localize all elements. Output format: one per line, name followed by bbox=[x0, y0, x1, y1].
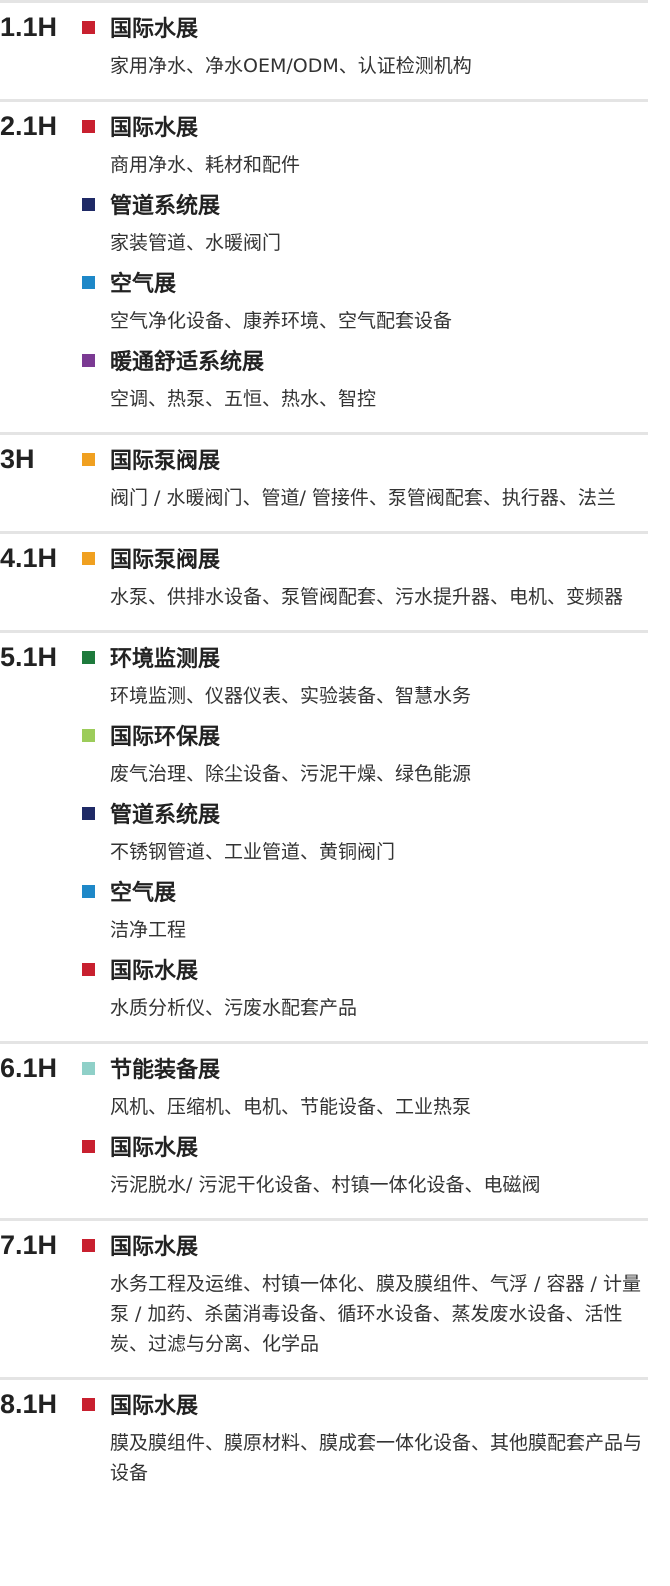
hall-label: 1.1H bbox=[0, 12, 58, 42]
exhibition-items: 废气治理、除尘设备、污泥干燥、绿色能源 bbox=[110, 763, 472, 785]
exhibition-row: 国际水展 bbox=[82, 7, 642, 47]
exhibition-row: 空气展 bbox=[82, 262, 642, 302]
hall-label: 6.1H bbox=[0, 1053, 58, 1083]
exhibition-name: 空气展 bbox=[110, 272, 177, 297]
color-square bbox=[82, 353, 95, 367]
hall-block: 7.1H 国际水展水务工程及运维、村镇一体化、膜及膜组件、气浮 / 容器 / 计量… bbox=[0, 1218, 648, 1377]
exhibition-list: 国际水展水务工程及运维、村镇一体化、膜及膜组件、气浮 / 容器 / 计量泵 / … bbox=[82, 1225, 642, 1363]
color-square bbox=[82, 1397, 95, 1411]
exhibition-row: 管道系统展 bbox=[82, 793, 642, 833]
exhibition-row: 国际泵阀展 bbox=[82, 538, 642, 578]
exhibition-row: 环境监测展 bbox=[82, 637, 642, 677]
color-square bbox=[82, 1061, 95, 1075]
color-square bbox=[82, 119, 95, 133]
exhibition-name: 暖通舒适系统展 bbox=[110, 350, 265, 375]
exhibition-row: 国际泵阀展 bbox=[82, 439, 642, 479]
exhibition-row: 国际水展 bbox=[82, 1384, 642, 1424]
exhibition-name: 国际泵阀展 bbox=[110, 548, 221, 573]
hall-label: 3H bbox=[0, 444, 35, 474]
exhibition-items: 商用净水、耗材和配件 bbox=[110, 154, 301, 176]
color-square bbox=[82, 20, 95, 34]
exhibition-row: 国际水展 bbox=[82, 949, 642, 989]
exhibition-name: 节能装备展 bbox=[110, 1058, 221, 1083]
color-square bbox=[82, 1139, 95, 1153]
exhibition-list: 环境监测展环境监测、仪器仪表、实验装备、智慧水务 国际环保展废气治理、除尘设备、污… bbox=[82, 637, 642, 1027]
color-square bbox=[82, 962, 95, 976]
exhibition-row: 空气展 bbox=[82, 871, 642, 911]
exhibition-name: 国际水展 bbox=[110, 116, 199, 141]
exhibition-row: 节能装备展 bbox=[82, 1048, 642, 1088]
exhibition-name: 国际泵阀展 bbox=[110, 449, 221, 474]
exhibition-row: 国际环保展 bbox=[82, 715, 642, 755]
exhibition-list: 国际水展家用净水、净水OEM/ODM、认证检测机构 bbox=[82, 7, 642, 85]
color-square bbox=[82, 452, 95, 466]
exhibition-items: 环境监测、仪器仪表、实验装备、智慧水务 bbox=[110, 685, 472, 707]
hall-block: 1.1H 国际水展家用净水、净水OEM/ODM、认证检测机构 bbox=[0, 0, 648, 99]
hall-block: 8.1H 国际水展膜及膜组件、膜原材料、膜成套一体化设备、其他膜配套产品与设备 bbox=[0, 1377, 648, 1506]
color-square bbox=[82, 1238, 95, 1252]
color-square bbox=[82, 275, 95, 289]
hall-label: 5.1H bbox=[0, 642, 58, 672]
exhibition-name: 国际水展 bbox=[110, 1235, 199, 1260]
exhibition-items: 水泵、供排水设备、泵管阀配套、污水提升器、电机、变频器 bbox=[110, 586, 624, 608]
exhibition-list: 节能装备展风机、压缩机、电机、节能设备、工业热泵 国际水展污泥脱水/ 污泥干化设备… bbox=[82, 1048, 642, 1204]
color-square bbox=[82, 806, 95, 820]
hall-list: 1.1H 国际水展 家用净水、净水OEM/ODM、认证检测机构 2.1H 国际水展 商用净… bbox=[0, 0, 648, 1506]
exhibition-items: 风机、压缩机、电机、节能设备、工业热泵 bbox=[110, 1096, 472, 1118]
exhibition-list: 国际泵阀展阀门 / 水暖阀门、管道/ 管接件、泵管阀配套、执行器、法兰 bbox=[82, 439, 642, 517]
exhibition-list: 国际水展商用净水、耗材和配件 管道系统展家装管道、水暖阀门 空气展空气净化设备、康养… bbox=[82, 106, 642, 418]
color-square bbox=[82, 728, 95, 742]
exhibition-items: 污泥脱水/ 污泥干化设备、村镇一体化设备、电磁阀 bbox=[110, 1174, 541, 1196]
hall-label: 2.1H bbox=[0, 111, 58, 141]
exhibition-name: 空气展 bbox=[110, 881, 177, 906]
exhibition-name: 国际水展 bbox=[110, 1136, 199, 1161]
exhibition-name: 管道系统展 bbox=[110, 194, 221, 219]
exhibition-items: 膜及膜组件、膜原材料、膜成套一体化设备、其他膜配套产品与设备 bbox=[110, 1432, 643, 1484]
exhibition-items: 家用净水、净水OEM/ODM、认证检测机构 bbox=[110, 55, 472, 77]
exhibition-items: 空调、热泵、五恒、热水、智控 bbox=[110, 388, 377, 410]
exhibition-list: 国际水展膜及膜组件、膜原材料、膜成套一体化设备、其他膜配套产品与设备 bbox=[82, 1384, 642, 1492]
exhibition-name: 国际环保展 bbox=[110, 725, 221, 750]
hall-block: 6.1H 节能装备展风机、压缩机、电机、节能设备、工业热泵 国际水展污泥脱水/ 污泥… bbox=[0, 1041, 648, 1218]
exhibition-list: 国际泵阀展水泵、供排水设备、泵管阀配套、污水提升器、电机、变频器 bbox=[82, 538, 642, 616]
hall-block: 4.1H 国际泵阀展水泵、供排水设备、泵管阀配套、污水提升器、电机、变频器 bbox=[0, 531, 648, 630]
hall-block: 3H 国际泵阀展阀门 / 水暖阀门、管道/ 管接件、泵管阀配套、执行器、法兰 bbox=[0, 432, 648, 531]
exhibition-items: 阀门 / 水暖阀门、管道/ 管接件、泵管阀配套、执行器、法兰 bbox=[110, 487, 616, 509]
exhibition-row: 暖通舒适系统展 bbox=[82, 340, 642, 380]
exhibition-name: 环境监测展 bbox=[110, 647, 221, 672]
exhibition-row: 国际水展 bbox=[82, 1126, 642, 1166]
exhibition-name: 国际水展 bbox=[110, 959, 199, 984]
hall-block: 2.1H 国际水展商用净水、耗材和配件 管道系统展家装管道、水暖阀门 空气展空气净化设… bbox=[0, 99, 648, 432]
exhibition-items: 水务工程及运维、村镇一体化、膜及膜组件、气浮 / 容器 / 计量泵 / 加药、杀… bbox=[110, 1273, 641, 1355]
color-square bbox=[82, 884, 95, 898]
hall-block: 5.1H 环境监测展环境监测、仪器仪表、实验装备、智慧水务 国际环保展废气治理、除尘… bbox=[0, 630, 648, 1041]
exhibition-name: 管道系统展 bbox=[110, 803, 221, 828]
exhibition-items: 家装管道、水暖阀门 bbox=[110, 232, 282, 254]
exhibition-items: 洁净工程 bbox=[110, 919, 187, 941]
exhibition-row: 管道系统展 bbox=[82, 184, 642, 224]
color-square bbox=[82, 197, 95, 211]
exhibition-name: 国际水展 bbox=[110, 1394, 199, 1419]
color-square bbox=[82, 551, 95, 565]
exhibition-items: 空气净化设备、康养环境、空气配套设备 bbox=[110, 310, 453, 332]
hall-label: 4.1H bbox=[0, 543, 58, 573]
hall-label: 7.1H bbox=[0, 1230, 58, 1260]
exhibition-items: 不锈钢管道、工业管道、黄铜阀门 bbox=[110, 841, 396, 863]
exhibition-row: 国际水展 bbox=[82, 106, 642, 146]
hall-label: 8.1H bbox=[0, 1389, 58, 1419]
exhibition-items: 水质分析仪、污废水配套产品 bbox=[110, 997, 358, 1019]
exhibition-row: 国际水展 bbox=[82, 1225, 642, 1265]
color-square bbox=[82, 650, 95, 664]
exhibition-name: 国际水展 bbox=[110, 17, 199, 42]
